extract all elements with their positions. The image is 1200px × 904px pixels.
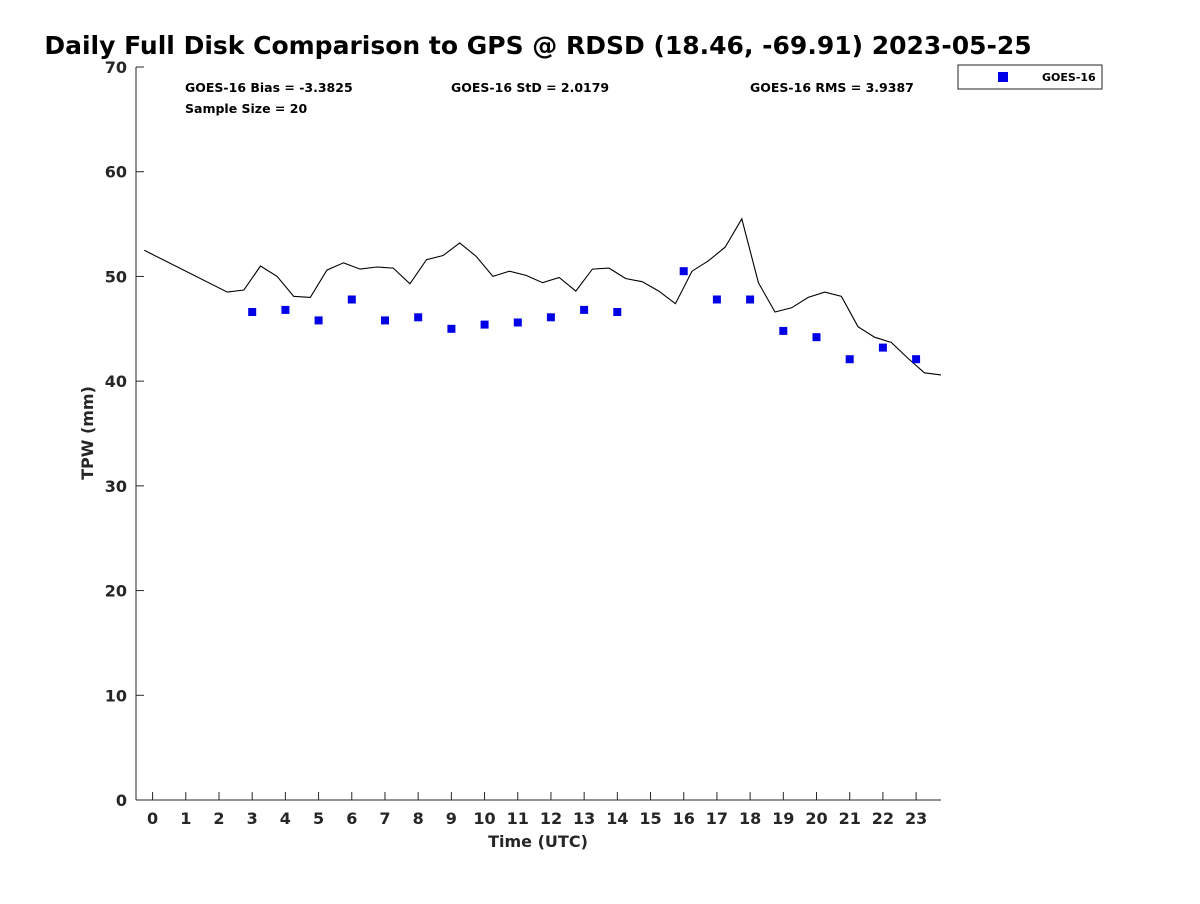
y-tick-label: 0 xyxy=(116,791,127,810)
x-axis-label: Time (UTC) xyxy=(488,832,588,851)
x-tick-label: 2 xyxy=(213,809,224,828)
goes16-point xyxy=(546,313,555,322)
goes16-point xyxy=(580,305,589,314)
x-tick-label: 19 xyxy=(772,809,794,828)
legend-label-goes16: GOES-16 xyxy=(1042,71,1096,84)
x-tick-label: 13 xyxy=(573,809,595,828)
goes16-point xyxy=(845,355,854,364)
x-tick-label: 21 xyxy=(839,809,861,828)
legend: GOES-16 xyxy=(957,64,1103,90)
goes16-point xyxy=(248,308,257,316)
goes16-point xyxy=(613,308,622,316)
x-tick-label: 1 xyxy=(180,809,191,828)
legend-marker-goes16 xyxy=(998,72,1008,82)
y-tick-label: 20 xyxy=(105,582,127,601)
goes16-point xyxy=(447,324,456,333)
goes16-point xyxy=(912,355,921,364)
chart-title: Daily Full Disk Comparison to GPS @ RDSD… xyxy=(44,31,1031,60)
gps-line-series xyxy=(144,217,942,376)
axes xyxy=(135,67,941,801)
x-tick-label: 11 xyxy=(507,809,529,828)
x-tick-label: 6 xyxy=(346,809,357,828)
x-tick-label: 18 xyxy=(739,809,761,828)
y-axis-label: TPW (mm) xyxy=(78,386,97,480)
x-tick-label: 3 xyxy=(247,809,258,828)
goes16-point xyxy=(746,295,755,304)
x-axis-ticks: 0 1 2 3 4 5 6 7 8 9 10 11 12 13 14 15 16 17 18 19 20 21 22 23 xyxy=(147,792,927,828)
y-tick-label: 50 xyxy=(105,267,127,286)
x-tick-label: 20 xyxy=(805,809,827,828)
goes16-point xyxy=(712,295,721,304)
x-tick-label: 16 xyxy=(673,809,695,828)
x-tick-label: 7 xyxy=(379,809,390,828)
legend-box xyxy=(957,64,1103,90)
y-tick-label: 40 xyxy=(105,372,127,391)
goes16-point xyxy=(513,318,522,327)
goes16-point xyxy=(414,313,423,322)
goes16-point xyxy=(878,343,887,352)
goes16-point xyxy=(779,326,788,335)
std-stat: GOES-16 StD = 2.0179 xyxy=(451,80,609,95)
bias-stat: GOES-16 Bias = -3.3825 xyxy=(185,80,353,95)
x-tick-label: 22 xyxy=(872,809,894,828)
rms-stat: GOES-16 RMS = 3.9387 xyxy=(750,80,914,95)
x-tick-label: 17 xyxy=(706,809,728,828)
y-tick-label: 10 xyxy=(105,686,127,705)
gps-tpw-line xyxy=(144,217,942,376)
goes16-scatter-series xyxy=(248,267,921,364)
y-axis-ticks: 0 10 20 30 40 50 60 70 xyxy=(105,58,144,810)
goes16-point xyxy=(281,305,290,314)
goes16-point xyxy=(314,316,323,325)
sample-size-stat: Sample Size = 20 xyxy=(185,101,307,116)
goes16-point xyxy=(679,267,688,276)
x-tick-label: 15 xyxy=(639,809,661,828)
x-tick-label: 0 xyxy=(147,809,158,828)
x-tick-label: 9 xyxy=(446,809,457,828)
x-tick-label: 10 xyxy=(473,809,495,828)
y-tick-label: 30 xyxy=(105,477,127,496)
x-tick-label: 12 xyxy=(540,809,562,828)
goes16-point xyxy=(381,316,389,325)
goes16-point xyxy=(812,333,821,342)
x-tick-label: 4 xyxy=(280,809,291,828)
x-tick-label: 5 xyxy=(313,809,324,828)
x-tick-label: 8 xyxy=(413,809,424,828)
x-tick-label: 23 xyxy=(905,809,927,828)
goes16-point xyxy=(347,295,356,304)
y-tick-label: 60 xyxy=(105,163,127,182)
y-tick-label: 70 xyxy=(105,58,127,77)
goes16-point xyxy=(480,320,489,329)
x-tick-label: 14 xyxy=(606,809,628,828)
